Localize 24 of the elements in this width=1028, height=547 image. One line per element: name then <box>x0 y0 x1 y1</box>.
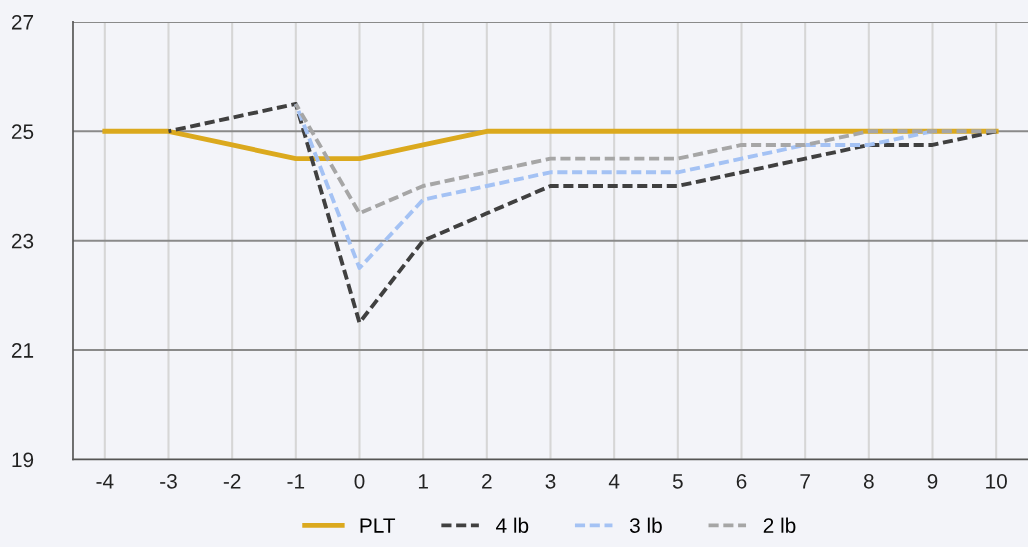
x-tick-label: 3 <box>545 473 556 489</box>
x-tick-label: -4 <box>96 474 114 489</box>
legend-label: 3 lb <box>629 517 662 533</box>
x-tick-label: -2 <box>223 473 241 489</box>
y-tick-label: 23 <box>11 233 34 249</box>
x-tick-label: 5 <box>672 474 683 489</box>
y-tick-label: 21 <box>11 343 34 358</box>
x-tick-label: 8 <box>863 473 874 489</box>
y-tick-label: 25 <box>11 124 34 140</box>
x-tick-label: 6 <box>736 473 747 489</box>
y-tick-label: 19 <box>12 452 34 468</box>
x-tick-label: 10 <box>986 473 1007 489</box>
x-tick-label: 9 <box>927 473 938 489</box>
legend-label: 2 lb <box>763 517 796 533</box>
x-tick-label: 2 <box>482 473 492 489</box>
x-tick-label: 1 <box>418 474 428 489</box>
x-tick-label: -1 <box>287 474 305 489</box>
x-tick-label: -3 <box>160 473 177 489</box>
x-tick-label: 4 <box>608 474 620 489</box>
y-tick-label: 27 <box>11 14 34 30</box>
x-tick-label: 0 <box>354 473 365 489</box>
legend-label: PLT <box>360 518 396 533</box>
x-tick-label: 7 <box>800 474 810 489</box>
legend-label: 4 lb <box>496 517 529 533</box>
